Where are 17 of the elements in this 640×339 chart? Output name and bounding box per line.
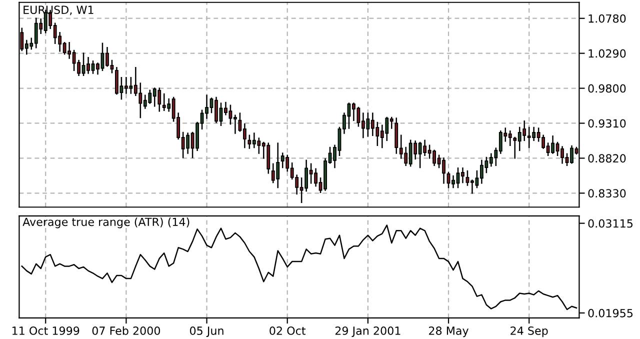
y-tick-label: 0.9800	[588, 84, 626, 93]
chart-title: EURUSD, W1	[24, 6, 94, 16]
x-tick-label: 11 Oct 1999	[12, 326, 80, 335]
y-tick-label: 0.01955	[588, 308, 633, 318]
y-tick-label: 1.0290	[588, 49, 626, 58]
y-tick-label: 0.8330	[588, 189, 626, 198]
y-tick-label: 0.9310	[588, 119, 626, 128]
x-tick-label: 24 Sep	[510, 326, 548, 338]
y-tick-label: 0.8820	[588, 154, 626, 163]
x-tick-label: 29 Jan 2001	[335, 326, 400, 337]
y-tick-label: 1.0780	[588, 14, 626, 23]
x-tick-label: 05 Jun	[190, 326, 224, 337]
x-tick-label: 28 May	[429, 326, 468, 338]
x-tick-label: 02 Oct	[270, 326, 306, 335]
y-tick-label: 0.03115	[588, 219, 633, 228]
x-tick-label: 07 Feb 2000	[92, 326, 160, 335]
chart-title: Average true range (ATR) (14)	[22, 217, 190, 228]
